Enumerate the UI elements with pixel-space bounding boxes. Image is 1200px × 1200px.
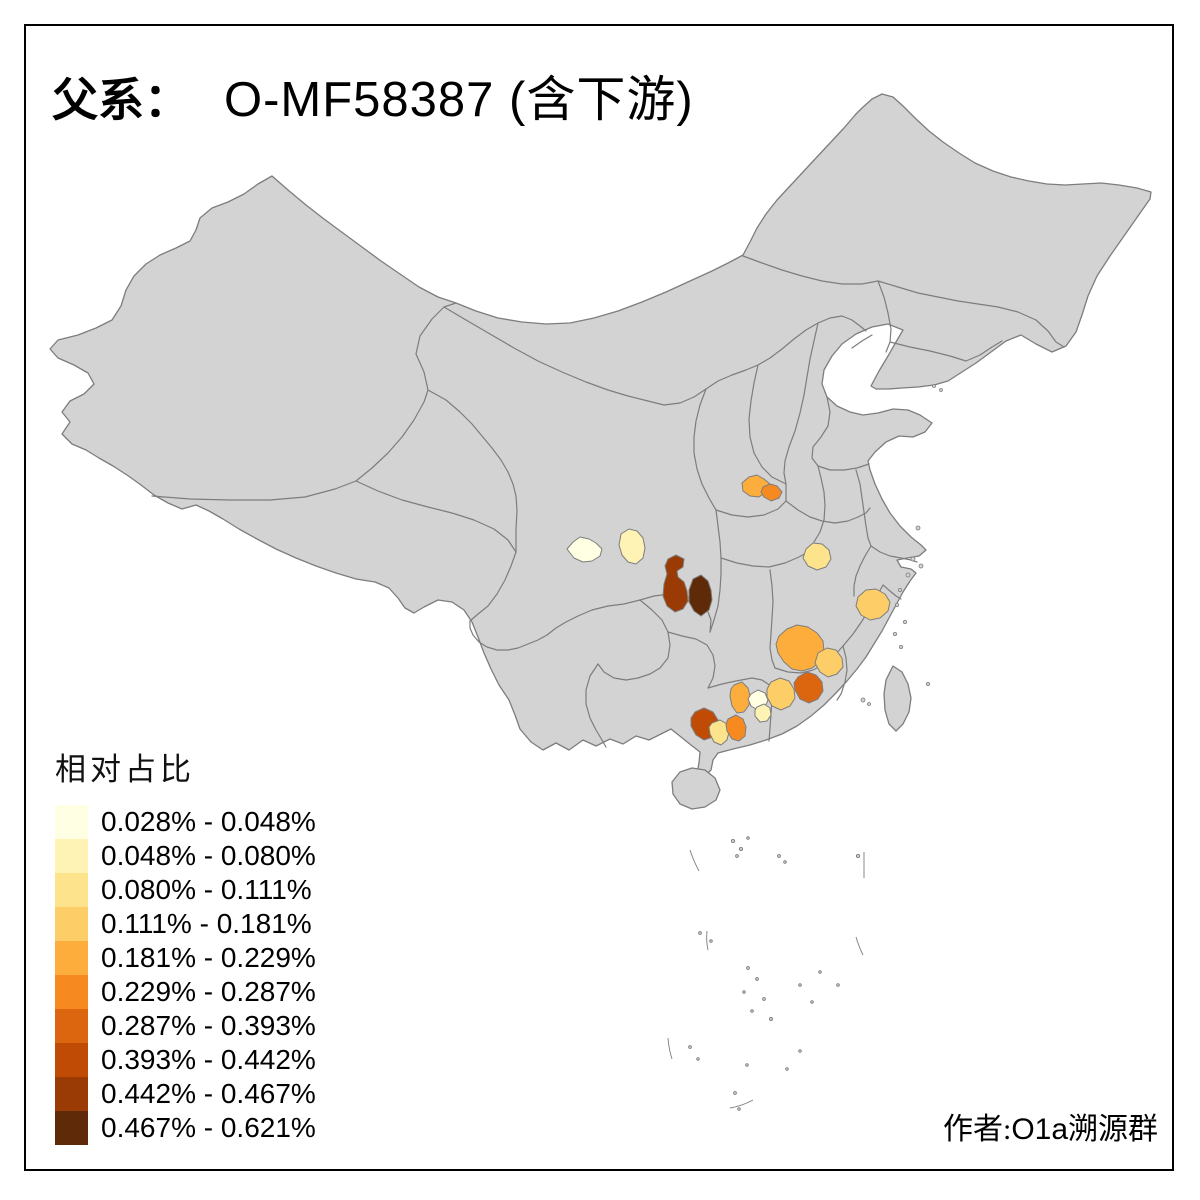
legend-color-swatch <box>55 839 88 873</box>
colored-region <box>814 647 844 678</box>
credit-suffix: 溯源群 <box>1068 1113 1159 1146</box>
legend-range-label: 0.229% - 0.287% <box>101 976 316 1007</box>
legend-color-swatch <box>55 975 88 1009</box>
taiwan-island <box>883 665 912 732</box>
legend-range-label: 0.442% - 0.467% <box>101 1078 316 1109</box>
legend-range-label: 0.111% - 0.181% <box>101 908 312 939</box>
coastal-islets <box>860 384 943 706</box>
colored-region <box>566 536 603 563</box>
legend-row: 0.080% - 0.111% <box>55 873 316 907</box>
legend: 相对占比 0.028% - 0.048% 0.048% - 0.080% 0.0… <box>55 744 316 1145</box>
colored-region <box>855 588 891 621</box>
credit-latin: O1a <box>1011 1113 1069 1146</box>
colored-region <box>618 528 646 565</box>
legend-color-swatch <box>55 1009 88 1043</box>
legend-title: 相对占比 <box>55 752 195 787</box>
colored-region <box>793 671 824 704</box>
legend-range-label: 0.393% - 0.442% <box>101 1044 316 1075</box>
colored-region <box>802 542 832 571</box>
page-title: 父系： O-MF58387 (含下游) <box>52 60 694 131</box>
colored-region <box>766 677 796 711</box>
colored-region <box>688 574 713 617</box>
colored-region <box>708 719 730 746</box>
legend-row: 0.442% - 0.467% <box>55 1077 316 1111</box>
legend-color-swatch <box>55 873 88 907</box>
legend-row: 0.467% - 0.621% <box>55 1111 316 1145</box>
legend-row: 0.181% - 0.229% <box>55 941 316 975</box>
title-haplogroup: O-MF58387 (含下游) <box>224 73 694 127</box>
legend-range-label: 0.181% - 0.229% <box>101 942 316 973</box>
colored-region <box>760 483 783 502</box>
legend-row: 0.229% - 0.287% <box>55 975 316 1009</box>
china-mainland <box>49 93 1152 778</box>
legend-row: 0.393% - 0.442% <box>55 1043 316 1077</box>
colored-region <box>754 703 772 723</box>
title-lineage-label: 父系： <box>52 75 190 126</box>
legend-color-swatch <box>55 1043 88 1077</box>
colored-region <box>725 714 747 742</box>
credit-prefix: 作者: <box>943 1113 1012 1146</box>
legend-color-swatch <box>55 907 88 941</box>
legend-row: 0.028% - 0.048% <box>55 805 316 839</box>
colored-region <box>729 681 751 714</box>
legend-color-swatch <box>55 941 88 975</box>
legend-range-label: 0.048% - 0.080% <box>101 840 316 871</box>
legend-range-label: 0.028% - 0.048% <box>101 806 316 837</box>
legend-rows: 0.028% - 0.048% 0.048% - 0.080% 0.080% -… <box>55 805 316 1145</box>
south-china-sea-islands <box>667 836 865 1111</box>
colored-region <box>662 554 689 613</box>
legend-row: 0.287% - 0.393% <box>55 1009 316 1043</box>
legend-row: 0.048% - 0.080% <box>55 839 316 873</box>
legend-color-swatch <box>55 1111 88 1145</box>
legend-range-label: 0.287% - 0.393% <box>101 1010 316 1041</box>
legend-row: 0.111% - 0.181% <box>55 907 316 941</box>
legend-range-label: 0.080% - 0.111% <box>101 874 312 905</box>
province-boundaries <box>151 255 1065 748</box>
legend-color-swatch <box>55 805 88 839</box>
author-credit: 作者:O1a溯源群 <box>943 1104 1158 1148</box>
hainan-island <box>671 767 721 810</box>
legend-range-label: 0.467% - 0.621% <box>101 1112 316 1143</box>
legend-color-swatch <box>55 1077 88 1111</box>
